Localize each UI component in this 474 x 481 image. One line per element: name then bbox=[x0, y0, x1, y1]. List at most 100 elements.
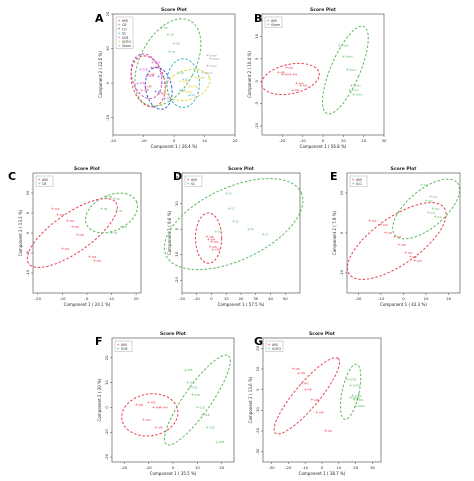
point-label: AMI bbox=[215, 248, 220, 252]
legend-label: AMI bbox=[42, 178, 48, 182]
point-label: CB bbox=[118, 209, 122, 213]
data-point: + bbox=[145, 73, 148, 78]
point-label: AMI bbox=[209, 235, 214, 239]
y-tick-label: -20 bbox=[174, 277, 179, 284]
x-tick-label: 20 bbox=[134, 296, 139, 301]
point-label: AMI bbox=[151, 400, 156, 404]
point-label: SCRO bbox=[353, 384, 360, 388]
y-tick-label: 0 bbox=[104, 406, 109, 409]
point-label: AMI bbox=[295, 367, 300, 371]
x-axis-label: Component 1 ( 24.1 %) bbox=[64, 302, 111, 307]
point-label: SCRO bbox=[191, 85, 198, 89]
point-label: AMI bbox=[146, 418, 151, 422]
legend-label: AMI bbox=[121, 343, 127, 347]
data-point: + bbox=[354, 403, 357, 408]
point-label: AMI bbox=[372, 219, 377, 223]
panel-letter: A bbox=[95, 12, 104, 25]
legend-marker: + bbox=[351, 181, 354, 186]
data-point: + bbox=[420, 182, 423, 187]
x-tick-label: -10 bbox=[140, 138, 147, 143]
point-label: ICG bbox=[424, 183, 429, 187]
legend-marker: + bbox=[351, 177, 354, 182]
point-label: SCB bbox=[204, 413, 209, 417]
plot-title: Score Plot bbox=[74, 166, 101, 172]
confidence-ellipse bbox=[273, 357, 341, 435]
plot-title: Score Plot bbox=[309, 331, 336, 337]
y-tick-label: -10 bbox=[105, 114, 110, 121]
data-point: + bbox=[160, 25, 163, 30]
point-label: AMI bbox=[155, 405, 160, 409]
legend-marker: + bbox=[186, 181, 189, 186]
legend-label: SCRO bbox=[122, 40, 131, 44]
y-axis-label: Component 2 ( 9.6 %) bbox=[167, 210, 172, 255]
legend-box bbox=[264, 16, 283, 28]
point-label: AMI bbox=[417, 259, 422, 263]
legend-label: SCB bbox=[121, 347, 127, 351]
plot-title: Score Plot bbox=[161, 7, 188, 13]
data-point: + bbox=[427, 210, 430, 215]
data-point: + bbox=[384, 230, 387, 235]
confidence-ellipse bbox=[163, 354, 231, 446]
point-label: AMI bbox=[91, 255, 96, 259]
confidence-ellipse bbox=[166, 58, 200, 109]
point-label: AMI bbox=[74, 225, 79, 229]
data-point: + bbox=[181, 89, 184, 94]
point-label: AMI bbox=[319, 410, 324, 414]
y-tick-label: 0 bbox=[255, 388, 260, 391]
y-tick-label: 0 bbox=[174, 227, 179, 230]
point-label: SCB bbox=[199, 405, 204, 409]
data-point: + bbox=[291, 87, 294, 92]
point-label: SCB bbox=[142, 67, 147, 71]
data-point: + bbox=[93, 258, 96, 263]
point-label: AMI bbox=[158, 425, 163, 429]
data-point: + bbox=[351, 393, 354, 398]
data-point: + bbox=[163, 96, 166, 101]
data-point: + bbox=[429, 194, 432, 199]
confidence-ellipse bbox=[144, 66, 173, 110]
confidence-ellipse bbox=[165, 68, 211, 101]
data-point: + bbox=[136, 80, 139, 85]
point-label: AMI bbox=[288, 66, 293, 70]
plot-frame bbox=[32, 172, 142, 294]
plot-title: Score Plot bbox=[391, 166, 418, 172]
data-point: + bbox=[206, 53, 209, 58]
point-label: AMI bbox=[150, 73, 155, 77]
data-point: + bbox=[147, 400, 150, 405]
x-tick-label: -10 bbox=[378, 296, 385, 301]
point-label: AMI bbox=[295, 88, 300, 92]
data-point: + bbox=[352, 397, 355, 402]
point-label: Sham bbox=[351, 88, 359, 92]
data-point: + bbox=[209, 56, 212, 61]
data-point: + bbox=[205, 234, 208, 239]
y-tick-label: -10 bbox=[104, 429, 109, 436]
legend-marker: + bbox=[117, 39, 120, 44]
data-point: + bbox=[191, 392, 194, 397]
legend-box bbox=[35, 175, 54, 187]
data-point: + bbox=[154, 89, 157, 94]
x-tick-label: 0 bbox=[402, 296, 405, 301]
data-point: + bbox=[61, 246, 64, 251]
point-label: SCB bbox=[139, 81, 144, 85]
legend-marker: + bbox=[266, 22, 269, 27]
confidence-ellipse bbox=[134, 18, 202, 107]
data-point: + bbox=[56, 212, 59, 217]
legend-marker: + bbox=[186, 177, 189, 182]
x-axis-label: Component 1 ( 42.3 %) bbox=[380, 302, 427, 307]
data-point: + bbox=[346, 377, 349, 382]
confidence-ellipse bbox=[130, 55, 166, 108]
point-label: CO bbox=[164, 81, 168, 85]
data-point: + bbox=[140, 87, 143, 92]
point-label: SC bbox=[191, 93, 195, 97]
point-label: AMI bbox=[292, 73, 297, 77]
legend-marker: + bbox=[37, 181, 40, 186]
x-tick-label: 30 bbox=[370, 465, 375, 470]
y-tick-label: 0 bbox=[339, 231, 344, 234]
x-tick-label: 0 bbox=[210, 296, 213, 301]
panel-letter: F bbox=[95, 335, 103, 348]
x-tick-label: -10 bbox=[145, 465, 152, 470]
legend-label: AMI bbox=[356, 178, 362, 182]
data-point: + bbox=[433, 214, 436, 219]
point-label: ICG bbox=[428, 199, 433, 203]
